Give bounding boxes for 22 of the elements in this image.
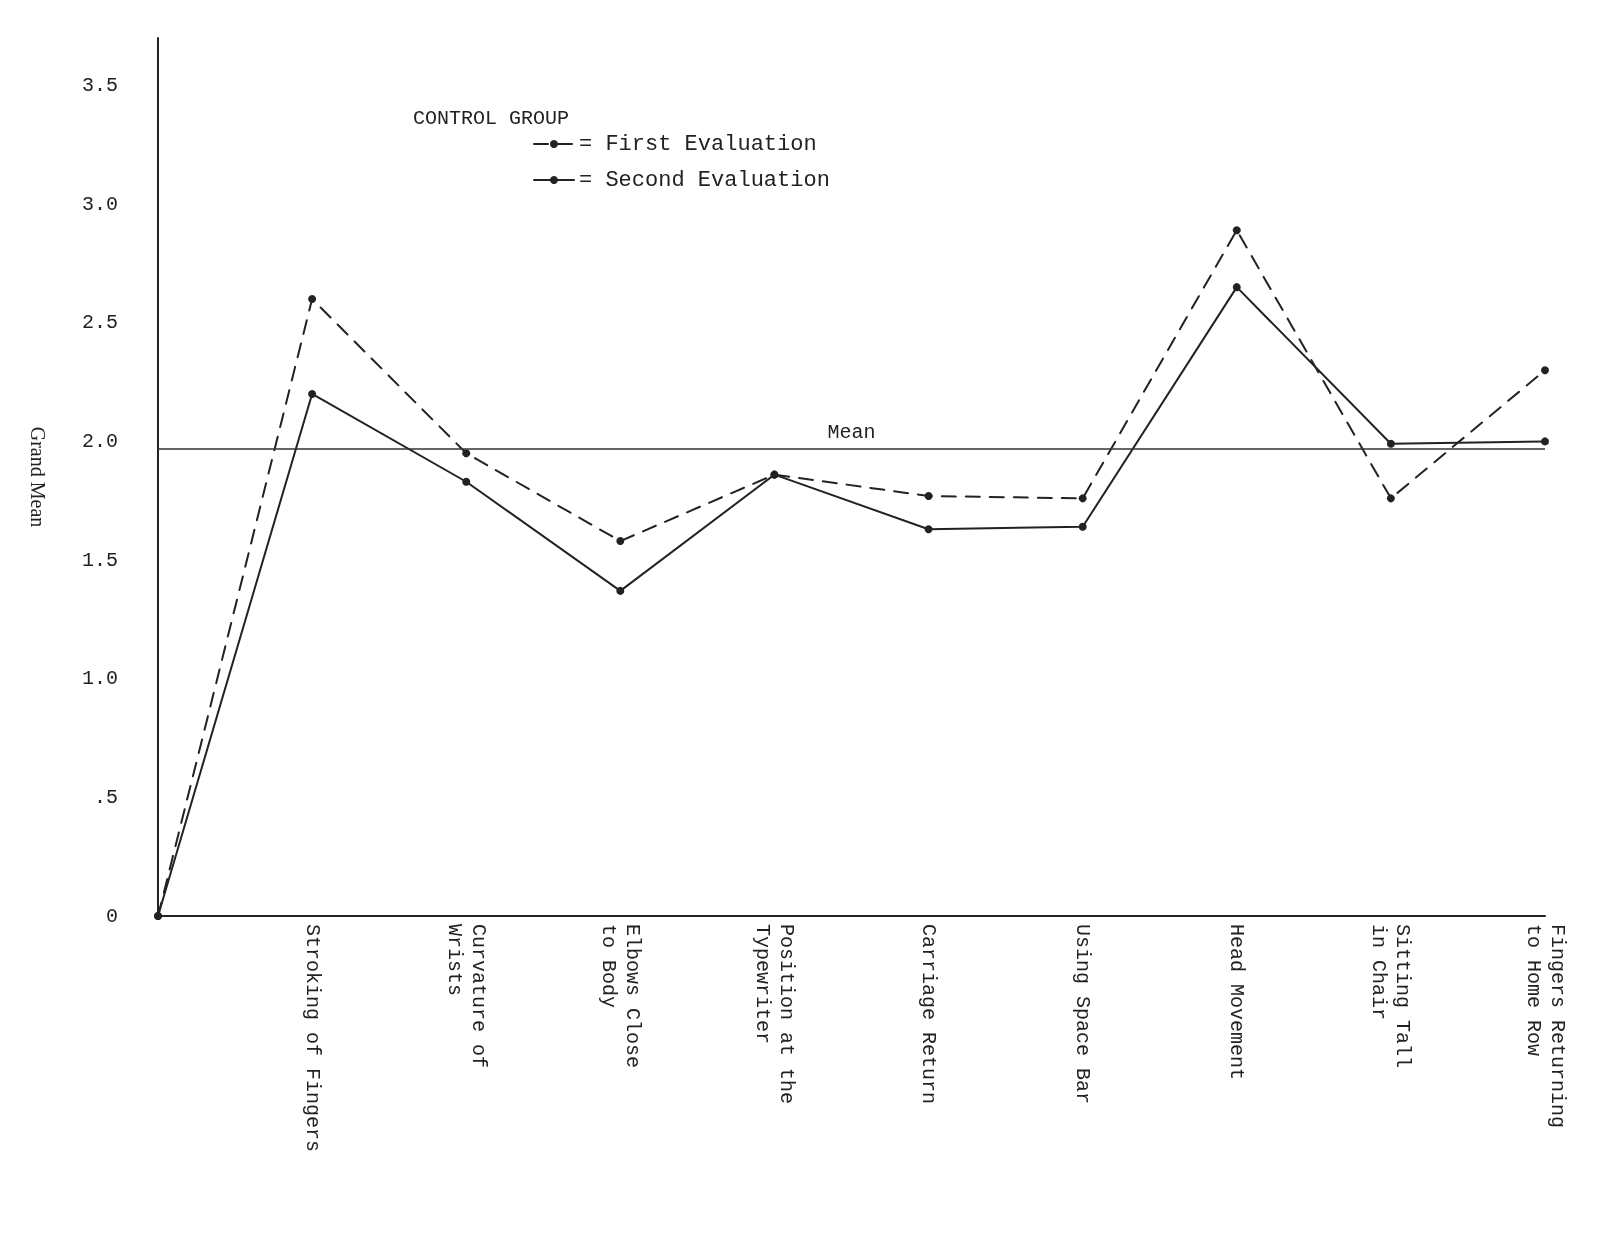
x-tick-label: Carriage Return bbox=[917, 924, 941, 1105]
x-tick-label: Using Space Bar bbox=[1071, 924, 1095, 1105]
x-tick-label: Sitting Tall in Chair bbox=[1367, 924, 1415, 1069]
x-tick-label: Curvature of Wrists bbox=[442, 924, 490, 1069]
x-tick-label: Head Movement bbox=[1225, 924, 1249, 1081]
x-tick-label: Fingers Returning to Home Row bbox=[1521, 924, 1569, 1129]
legend-label: = Second Evaluation bbox=[579, 167, 830, 193]
legend-label: = First Evaluation bbox=[579, 131, 817, 157]
y-tick-label: .5 bbox=[93, 785, 118, 809]
x-tick-label: Elbows Close to Body bbox=[596, 924, 644, 1069]
y-axis-title: Grand Mean bbox=[27, 426, 49, 528]
text: CONTROL GROUP bbox=[413, 106, 570, 130]
x-tick-label: Position at the Typewriter bbox=[750, 924, 798, 1105]
y-tick-label: 0 bbox=[105, 904, 118, 928]
x-tick-label: Stroking of Fingers bbox=[300, 924, 324, 1153]
y-tick-label: 2.5 bbox=[81, 311, 118, 335]
y-tick-label: 1.0 bbox=[81, 667, 118, 691]
y-tick-label: 3.5 bbox=[81, 73, 118, 97]
y-tick-label: 2.0 bbox=[81, 429, 118, 453]
ref-line-label: Mean bbox=[827, 421, 876, 445]
y-tick-label: 1.5 bbox=[81, 548, 118, 572]
y-tick-label: 3.0 bbox=[81, 192, 118, 216]
